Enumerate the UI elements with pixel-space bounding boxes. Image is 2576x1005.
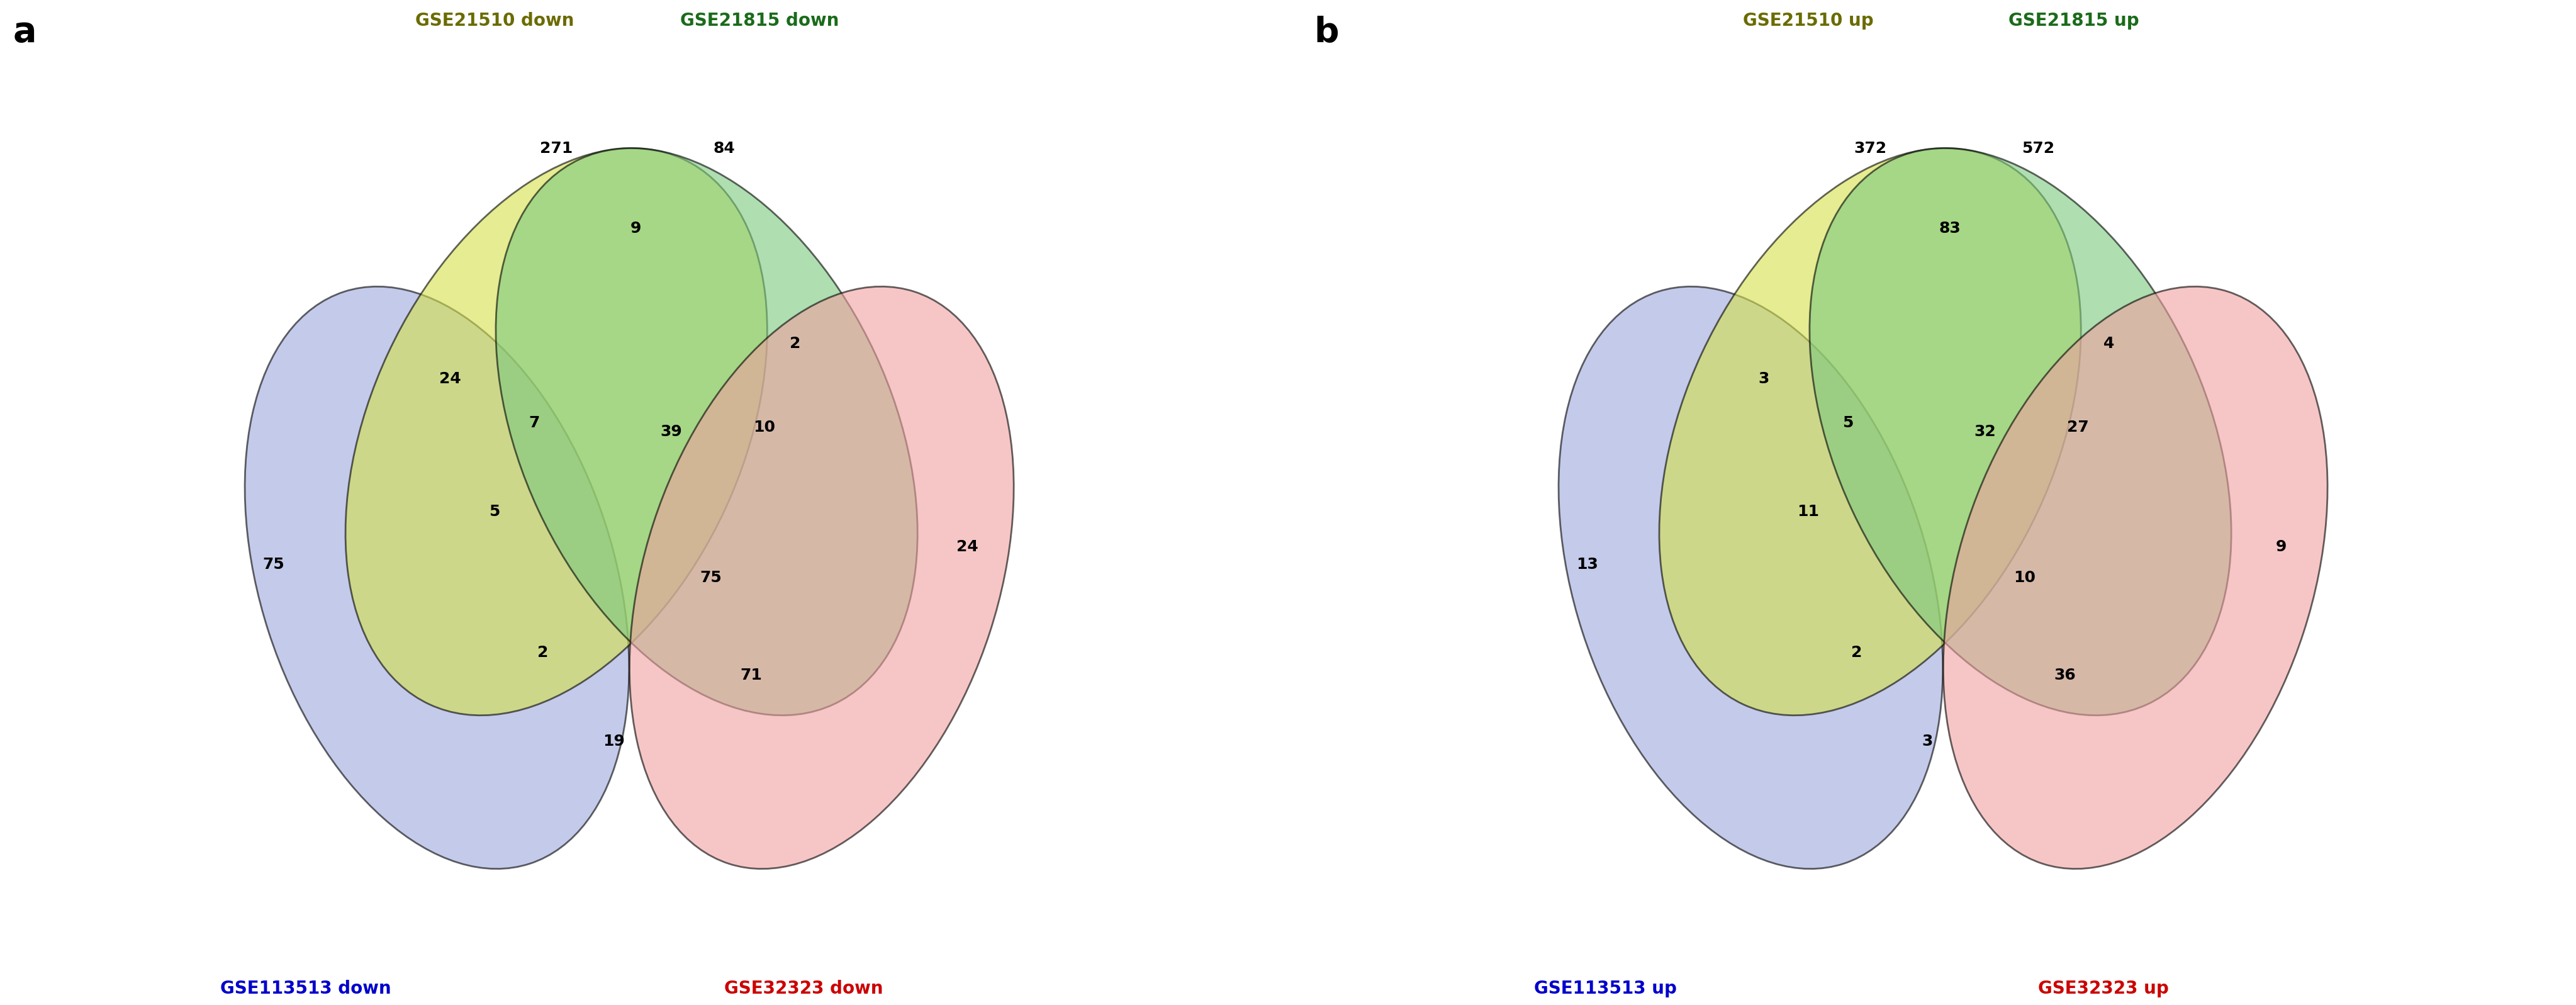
Ellipse shape bbox=[629, 286, 1015, 869]
Text: 4: 4 bbox=[2105, 336, 2115, 351]
Text: 27: 27 bbox=[2066, 420, 2089, 435]
Ellipse shape bbox=[245, 286, 629, 869]
Text: 32: 32 bbox=[1973, 424, 1996, 439]
Text: GSE21815 down: GSE21815 down bbox=[680, 12, 840, 29]
Text: 84: 84 bbox=[714, 141, 734, 157]
Text: 75: 75 bbox=[263, 557, 283, 572]
Text: a: a bbox=[13, 15, 36, 49]
Text: 572: 572 bbox=[2022, 141, 2056, 157]
Text: 2: 2 bbox=[791, 336, 801, 351]
Ellipse shape bbox=[345, 148, 768, 716]
Text: 10: 10 bbox=[2014, 570, 2035, 585]
Text: GSE32323 up: GSE32323 up bbox=[2038, 980, 2169, 998]
Text: 2: 2 bbox=[538, 645, 549, 660]
Text: 3: 3 bbox=[1759, 371, 1770, 386]
Ellipse shape bbox=[1942, 286, 2329, 869]
Text: 372: 372 bbox=[1855, 141, 1886, 157]
Text: 11: 11 bbox=[1798, 504, 1819, 519]
Ellipse shape bbox=[1558, 286, 1942, 869]
Text: GSE21510 down: GSE21510 down bbox=[415, 12, 574, 29]
Text: 3: 3 bbox=[1922, 734, 1932, 749]
Text: 10: 10 bbox=[752, 420, 775, 435]
Text: 19: 19 bbox=[603, 734, 626, 749]
Text: 83: 83 bbox=[1940, 221, 1960, 236]
Text: GSE113513 up: GSE113513 up bbox=[1535, 980, 1677, 998]
Text: 9: 9 bbox=[631, 221, 641, 236]
Text: 75: 75 bbox=[701, 570, 721, 585]
Text: 7: 7 bbox=[528, 415, 541, 430]
Text: 36: 36 bbox=[2053, 667, 2076, 682]
Text: 24: 24 bbox=[440, 371, 461, 386]
Ellipse shape bbox=[1808, 148, 2231, 716]
Text: 13: 13 bbox=[1577, 557, 1597, 572]
Ellipse shape bbox=[1659, 148, 2081, 716]
Text: 71: 71 bbox=[739, 667, 762, 682]
Ellipse shape bbox=[495, 148, 917, 716]
Text: 271: 271 bbox=[541, 141, 572, 157]
Text: GSE21510 up: GSE21510 up bbox=[1744, 12, 1873, 29]
Text: b: b bbox=[1314, 15, 1340, 49]
Text: 39: 39 bbox=[659, 424, 683, 439]
Text: 9: 9 bbox=[2275, 539, 2287, 555]
Text: 5: 5 bbox=[1842, 415, 1855, 430]
Text: GSE21815 up: GSE21815 up bbox=[2009, 12, 2138, 29]
Text: 24: 24 bbox=[956, 539, 979, 555]
Text: 5: 5 bbox=[489, 504, 500, 519]
Text: GSE113513 down: GSE113513 down bbox=[222, 980, 392, 998]
Text: GSE32323 down: GSE32323 down bbox=[724, 980, 884, 998]
Text: 2: 2 bbox=[1852, 645, 1862, 660]
